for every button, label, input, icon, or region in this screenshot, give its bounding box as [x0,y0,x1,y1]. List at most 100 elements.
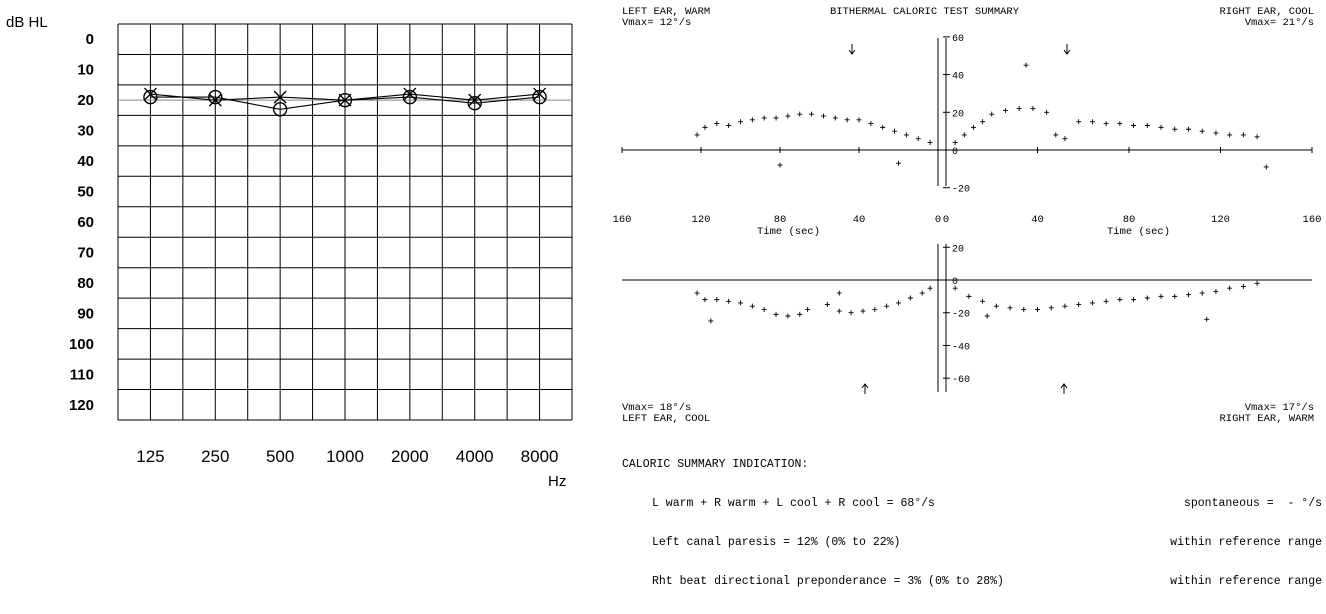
caloric-data-point [785,113,791,119]
caloric-data-point [694,290,700,296]
caloric-data-point [848,310,854,316]
caloric-data-point [927,139,933,145]
caloric-data-point [1227,132,1233,138]
audiogram-x-tick-label: 1000 [326,447,364,466]
caloric-data-point [1185,126,1191,132]
caloric-data-point [1035,306,1040,312]
audiogram-y-tick-label: 50 [77,184,94,201]
caloric-data-point [1030,106,1036,112]
caloric-data-point [984,313,990,319]
caloric-data-point [903,132,909,138]
caloric-data-point [797,311,803,317]
caloric-data-point [1089,300,1095,306]
caloric-right-cool-y-tick-label: 0 [952,147,958,158]
caloric-data-point [1062,136,1068,142]
caloric-data-point [980,298,986,304]
caloric-data-point [785,313,791,319]
audiogram-point-x [143,87,157,101]
caloric-data-point [702,124,708,130]
caloric-data-point [860,308,866,314]
left-cool-vmax: Vmax= 18°/s [622,402,691,414]
summary-line-3: Rht beat directional preponderance = 3% … [622,575,1322,588]
right-warm-vmax: Vmax= 17°/s [1245,402,1314,414]
caloric-data-point [694,132,700,138]
caloric-data-point [726,122,732,128]
audiogram-point-x [403,87,417,101]
caloric-data-point [989,111,995,117]
audiogram-y-tick-label: 40 [77,153,94,170]
caloric-data-point [726,298,732,304]
audiogram-point-o [532,89,547,105]
caloric-data-point [805,306,811,312]
caloric-data-point [1062,303,1068,309]
caloric-data-point [773,311,779,317]
audiogram-point-o [272,102,288,117]
caloric-left-x-tick-label: 160 [613,214,632,226]
caloric-data-point [1103,298,1109,304]
caloric-data-point [773,115,779,121]
caloric-data-point [1199,290,1205,296]
caloric-chart: LEFT EAR, WARM Vmax= 12°/s BITHERMAL CAL… [613,6,1322,425]
caloric-data-point [1117,297,1123,303]
left-warm-vmax: Vmax= 12°/s [622,17,691,29]
caloric-left-x-tick-label: 40 [853,214,866,226]
caloric-data-point [1227,285,1233,291]
audiogram-y-ticks: 0 10 20 30 40 50 60 70 80 90 100 110 120 [69,31,94,414]
caloric-right-cool-y-tick-label: 40 [952,72,964,83]
audiogram-y-tick-label: 60 [77,214,94,231]
caloric-data-point [1023,62,1029,68]
audiogram-x-axis-label: Hz [548,473,566,490]
caloric-right-x-tick-label: 80 [1123,214,1136,226]
caloric-data-point [1144,122,1150,128]
caloric-data-point [915,136,921,142]
caloric-data-point [952,139,958,145]
caloric-right-warm-y-tick-label: -40 [952,342,970,353]
caloric-right-cool-y-tick-label: 20 [952,109,964,120]
audiogram-y-tick-label: 10 [77,62,94,79]
caloric-data-point [1254,280,1260,286]
caloric-arrow-icon [848,44,856,55]
summary-preponderance: Rht beat directional preponderance = 3% … [652,575,1004,588]
caloric-right-x-tick-label: 160 [1303,214,1322,226]
caloric-data-point [1158,124,1164,130]
caloric-data-point [1131,297,1137,303]
audiogram-point-o [402,89,418,105]
caloric-data-point [966,293,972,299]
caloric-data-point [1044,109,1050,115]
caloric-data-point [1016,106,1022,112]
audiogram-point-x [338,93,352,107]
caloric-arrow-icon [1063,44,1071,55]
caloric-data-point [1131,122,1137,128]
caloric-data-point [1076,302,1082,308]
audiogram-point-x [468,93,482,107]
caloric-data-point [1053,132,1059,138]
caloric-data-point [1172,126,1178,132]
caloric-data-point [1263,164,1269,170]
audiogram-y-tick-label: 70 [77,244,94,261]
audiogram-x-tick-label: 2000 [391,447,429,466]
caloric-data-point [1002,107,1008,113]
caloric-data-point [970,124,976,130]
caloric-data-point [1007,305,1013,311]
audiogram-point-x [533,87,547,101]
caloric-data-point [1213,288,1219,294]
audiogram-point-x [273,90,287,104]
audiogram-x-tick-label: 8000 [521,447,559,466]
audiogram-y-tick-label: 100 [69,336,94,353]
caloric-data-point [896,300,901,306]
caloric-right-warm-y-tick-label: -20 [952,310,970,321]
caloric-left-x-tick-label: 80 [774,214,787,226]
caloric-main-title: BITHERMAL CALORIC TEST SUMMARY [830,6,1020,18]
audiogram-y-tick-label: 110 [70,366,94,383]
caloric-data-point [980,119,986,125]
caloric-data-point [809,111,815,117]
right-cool-title: RIGHT EAR, COOL [1219,6,1314,18]
caloric-arrow-icon [1060,383,1068,394]
caloric-summary: CALORIC SUMMARY INDICATION: L warm + R w… [622,432,1322,614]
caloric-data-point [993,303,999,309]
caloric-left-x-tick-label: 0 [935,214,941,226]
caloric-data-point [1240,284,1246,290]
audiogram-point-x [208,93,222,107]
caloric-data-point [952,285,958,291]
caloric-data-point [1158,293,1164,299]
